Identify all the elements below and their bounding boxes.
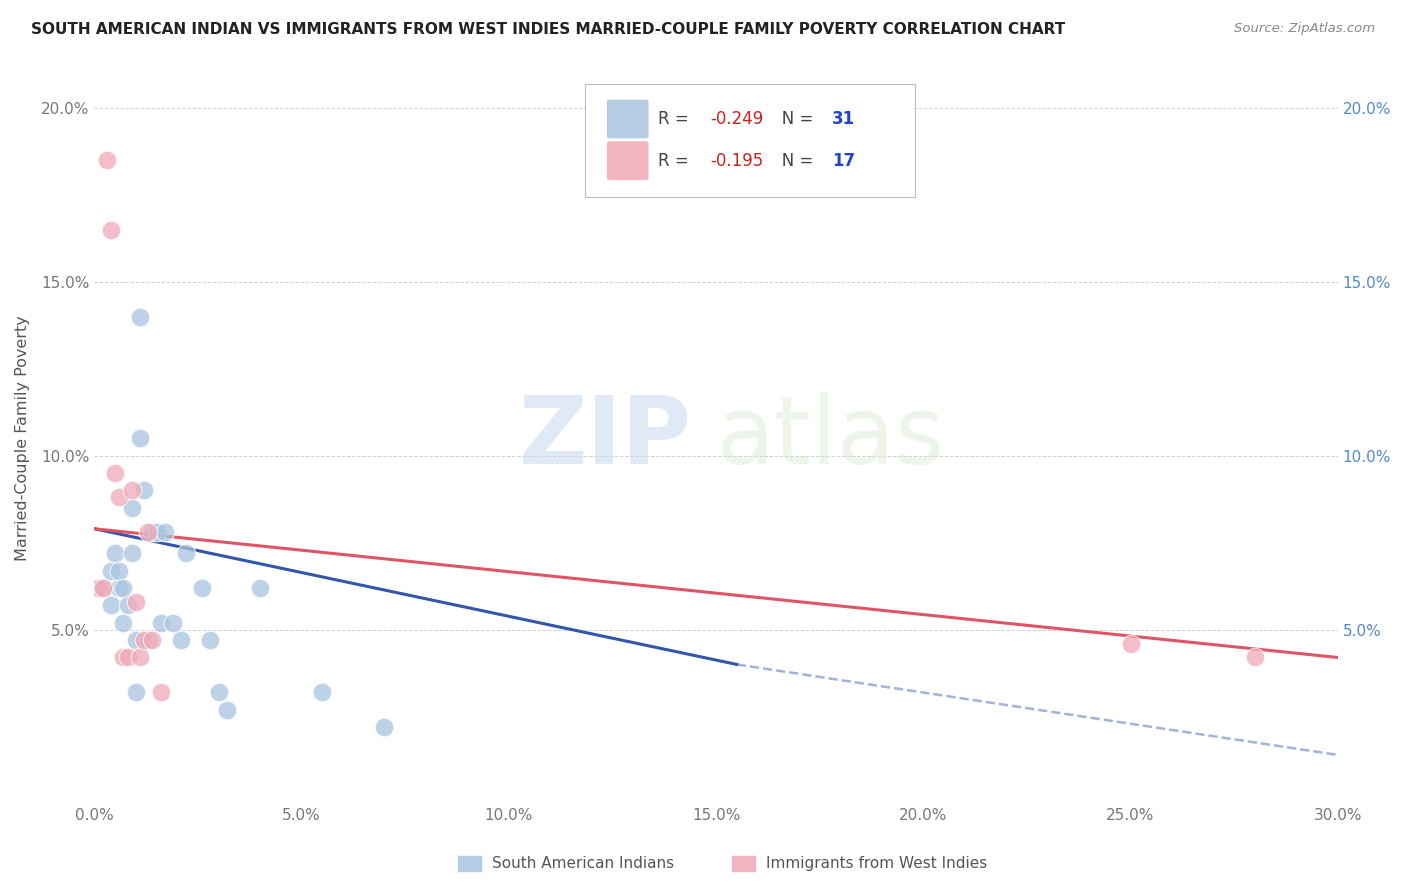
- Point: [145, 525, 167, 540]
- Point: [1244, 650, 1267, 665]
- Point: [1119, 636, 1142, 650]
- Y-axis label: Married-Couple Family Poverty: Married-Couple Family Poverty: [15, 316, 30, 561]
- Text: South American Indians: South American Indians: [492, 856, 675, 871]
- Text: R =: R =: [658, 110, 693, 128]
- Point: [208, 685, 231, 699]
- Point: [129, 650, 152, 665]
- Point: [108, 564, 131, 578]
- Point: [104, 546, 127, 560]
- Point: [162, 615, 184, 630]
- Point: [112, 615, 135, 630]
- Point: [117, 599, 139, 613]
- Point: [149, 615, 172, 630]
- Point: [108, 581, 131, 595]
- Point: [132, 633, 155, 648]
- Text: 17: 17: [832, 152, 855, 169]
- Point: [100, 222, 122, 236]
- Point: [311, 685, 333, 699]
- Point: [174, 546, 197, 560]
- Point: [104, 466, 127, 480]
- Point: [215, 703, 238, 717]
- Text: ZIP: ZIP: [519, 392, 692, 484]
- Point: [121, 546, 143, 560]
- Point: [100, 564, 122, 578]
- Point: [108, 491, 131, 505]
- Point: [91, 581, 114, 595]
- Text: atlas: atlas: [716, 392, 945, 484]
- Point: [153, 525, 176, 540]
- Point: [141, 633, 163, 648]
- Point: [125, 685, 148, 699]
- Point: [125, 595, 148, 609]
- Text: SOUTH AMERICAN INDIAN VS IMMIGRANTS FROM WEST INDIES MARRIED-COUPLE FAMILY POVER: SOUTH AMERICAN INDIAN VS IMMIGRANTS FROM…: [31, 22, 1066, 37]
- Point: [129, 431, 152, 445]
- Point: [249, 581, 271, 595]
- Point: [112, 581, 135, 595]
- Text: 31: 31: [832, 110, 855, 128]
- FancyBboxPatch shape: [606, 141, 650, 180]
- Text: Source: ZipAtlas.com: Source: ZipAtlas.com: [1234, 22, 1375, 36]
- Point: [125, 633, 148, 648]
- Text: Immigrants from West Indies: Immigrants from West Indies: [766, 856, 987, 871]
- Point: [136, 633, 159, 648]
- Text: -0.195: -0.195: [710, 152, 763, 169]
- Text: N =: N =: [766, 152, 818, 169]
- Point: [121, 500, 143, 515]
- Point: [129, 310, 152, 324]
- Point: [170, 633, 193, 648]
- Point: [100, 599, 122, 613]
- Text: R =: R =: [658, 152, 693, 169]
- Point: [96, 153, 118, 167]
- Text: -0.249: -0.249: [710, 110, 763, 128]
- Point: [91, 581, 114, 595]
- Text: N =: N =: [766, 110, 818, 128]
- Point: [132, 483, 155, 498]
- Point: [149, 685, 172, 699]
- Point: [373, 720, 395, 734]
- Point: [136, 525, 159, 540]
- Point: [87, 581, 110, 595]
- FancyBboxPatch shape: [585, 84, 915, 197]
- Point: [121, 483, 143, 498]
- Point: [112, 650, 135, 665]
- Point: [191, 581, 214, 595]
- Point: [141, 525, 163, 540]
- Point: [200, 633, 222, 648]
- Point: [117, 650, 139, 665]
- FancyBboxPatch shape: [606, 99, 650, 139]
